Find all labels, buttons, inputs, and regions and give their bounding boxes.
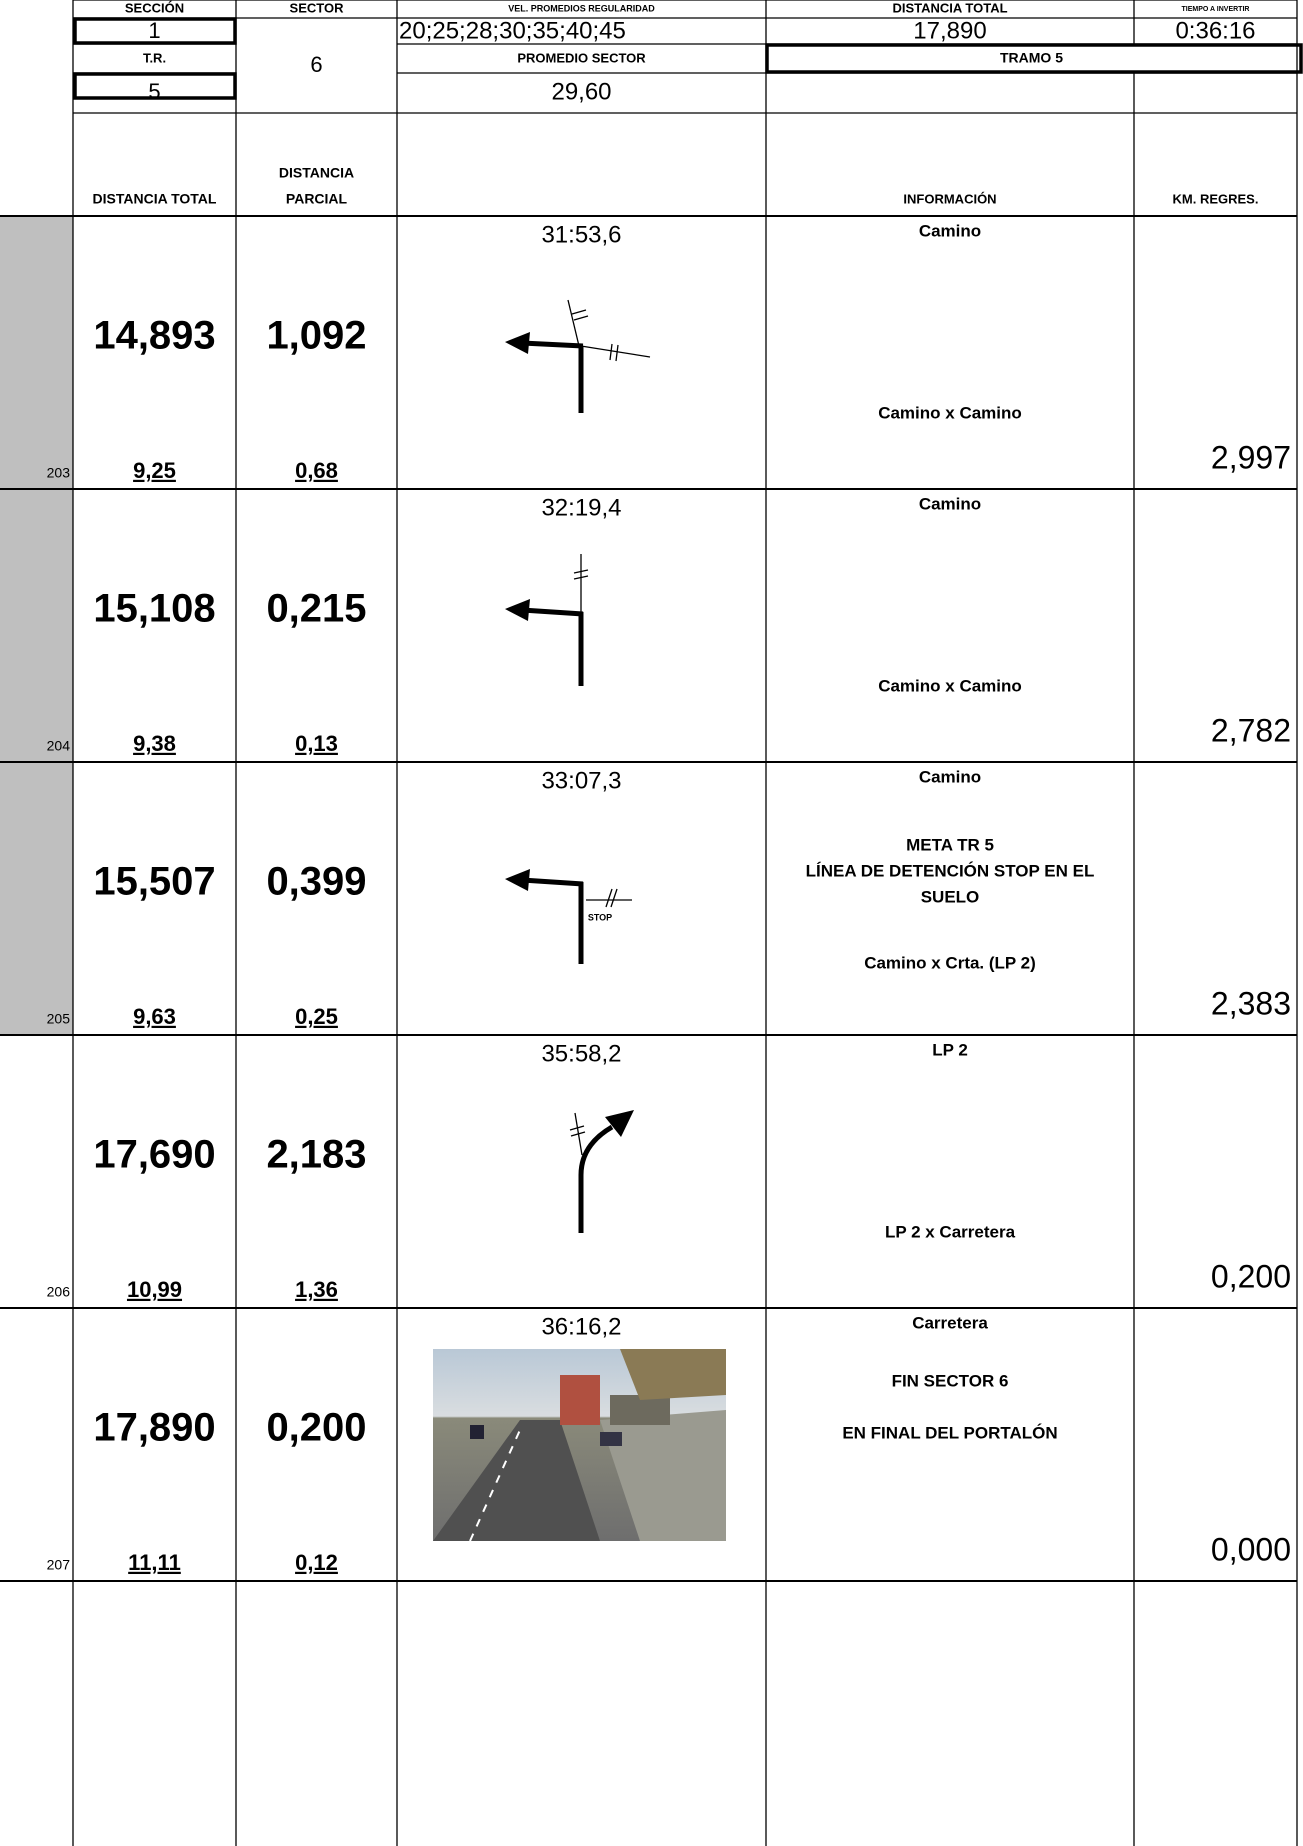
header-label: PROMEDIO SECTOR <box>517 50 646 65</box>
header-label: SECTOR <box>290 0 345 15</box>
partial-secondary: 0,68 <box>295 458 338 483</box>
km-remaining: 0,200 <box>1211 1258 1291 1294</box>
partial-distance: 0,399 <box>266 860 366 904</box>
shaded-cell <box>0 216 73 489</box>
header-value: 0:36:16 <box>1175 17 1255 44</box>
diagram-2 <box>505 554 589 686</box>
info-note: SUELO <box>921 887 980 906</box>
time: 33:07,3 <box>541 767 621 794</box>
header-value: 5 <box>148 79 160 104</box>
header-label: T.R. <box>143 50 166 65</box>
info-top: Camino <box>919 494 981 513</box>
km-remaining: 0,000 <box>1211 1531 1291 1567</box>
shade-layer <box>0 216 73 1035</box>
km-remaining: 2,383 <box>1211 985 1291 1021</box>
info-top: Camino <box>919 221 981 240</box>
column-header: PARCIAL <box>286 191 348 207</box>
partial-distance: 2,183 <box>266 1133 366 1177</box>
total-distance: 15,507 <box>93 860 215 904</box>
partial-distance: 0,215 <box>266 587 366 631</box>
info-note: META TR 5 <box>906 835 994 854</box>
header-value: 1 <box>148 18 160 43</box>
info-top: LP 2 <box>932 1040 968 1059</box>
total-secondary: 9,38 <box>133 731 176 756</box>
column-header: KM. REGRES. <box>1173 191 1259 206</box>
header-label: VEL. PROMEDIOS REGULARIDAD <box>508 3 655 13</box>
diagram-1 <box>505 299 651 413</box>
info-note: FIN SECTOR 6 <box>892 1371 1009 1390</box>
column-header: DISTANCIA <box>279 165 354 181</box>
thick-cell <box>73 72 237 100</box>
time: 36:16,2 <box>541 1313 621 1340</box>
entry-number: 204 <box>47 738 71 754</box>
entry-number: 205 <box>47 1011 71 1027</box>
shaded-cell <box>0 762 73 1035</box>
partial-distance: 1,092 <box>266 314 366 358</box>
location-photo <box>433 1349 726 1542</box>
entry-number: 207 <box>47 1557 71 1573</box>
info-top: Carretera <box>912 1313 988 1332</box>
header-value: 29,60 <box>551 78 611 105</box>
header-label: TRAMO 5 <box>1000 50 1063 66</box>
partial-secondary: 0,13 <box>295 731 338 756</box>
column-header: DISTANCIA TOTAL <box>93 191 217 207</box>
time: 31:53,6 <box>541 221 621 248</box>
entry-number: 203 <box>47 465 71 481</box>
info-note: EN FINAL DEL PORTALÓN <box>842 1423 1057 1442</box>
total-distance: 14,893 <box>93 314 215 358</box>
partial-secondary: 0,12 <box>295 1550 338 1575</box>
time: 32:19,4 <box>541 494 621 521</box>
info-bottom: Camino x Camino <box>878 403 1022 422</box>
info-top: Camino <box>919 767 981 786</box>
stop-sign-text: STOP <box>588 912 612 922</box>
partial-secondary: 1,36 <box>295 1277 338 1302</box>
info-bottom: Camino x Crta. (LP 2) <box>864 953 1036 972</box>
header-label: SECCIÓN <box>125 0 184 15</box>
diagram-4 <box>569 1110 634 1233</box>
total-distance: 17,890 <box>93 1406 215 1450</box>
column-header: INFORMACIÓN <box>903 191 996 206</box>
info-note: LÍNEA DE DETENCIÓN STOP EN EL <box>806 861 1095 880</box>
total-secondary: 10,99 <box>127 1277 182 1302</box>
header-value: 6 <box>310 52 322 77</box>
entry-number: 206 <box>47 1284 71 1300</box>
header-label: DISTANCIA TOTAL <box>892 0 1007 15</box>
km-remaining: 2,782 <box>1211 712 1291 748</box>
total-secondary: 9,63 <box>133 1004 176 1029</box>
total-distance: 17,690 <box>93 1133 215 1177</box>
km-remaining: 2,997 <box>1211 439 1291 475</box>
info-bottom: Camino x Camino <box>878 676 1022 695</box>
thick-cell <box>73 17 237 45</box>
partial-distance: 0,200 <box>266 1406 366 1450</box>
diagram-3 <box>505 869 632 964</box>
shaded-cell <box>0 489 73 762</box>
info-bottom: LP 2 x Carretera <box>885 1222 1016 1241</box>
partial-secondary: 0,25 <box>295 1004 338 1029</box>
header-label: TIEMPO A INVERTIR <box>1182 6 1250 13</box>
header-value: 17,890 <box>913 17 986 44</box>
thick-cell <box>765 43 1303 74</box>
total-secondary: 9,25 <box>133 458 176 483</box>
total-secondary: 11,11 <box>128 1550 181 1575</box>
time: 35:58,2 <box>541 1040 621 1067</box>
total-distance: 15,108 <box>93 587 215 631</box>
header-value: 20;25;28;30;35;40;45 <box>399 17 626 44</box>
